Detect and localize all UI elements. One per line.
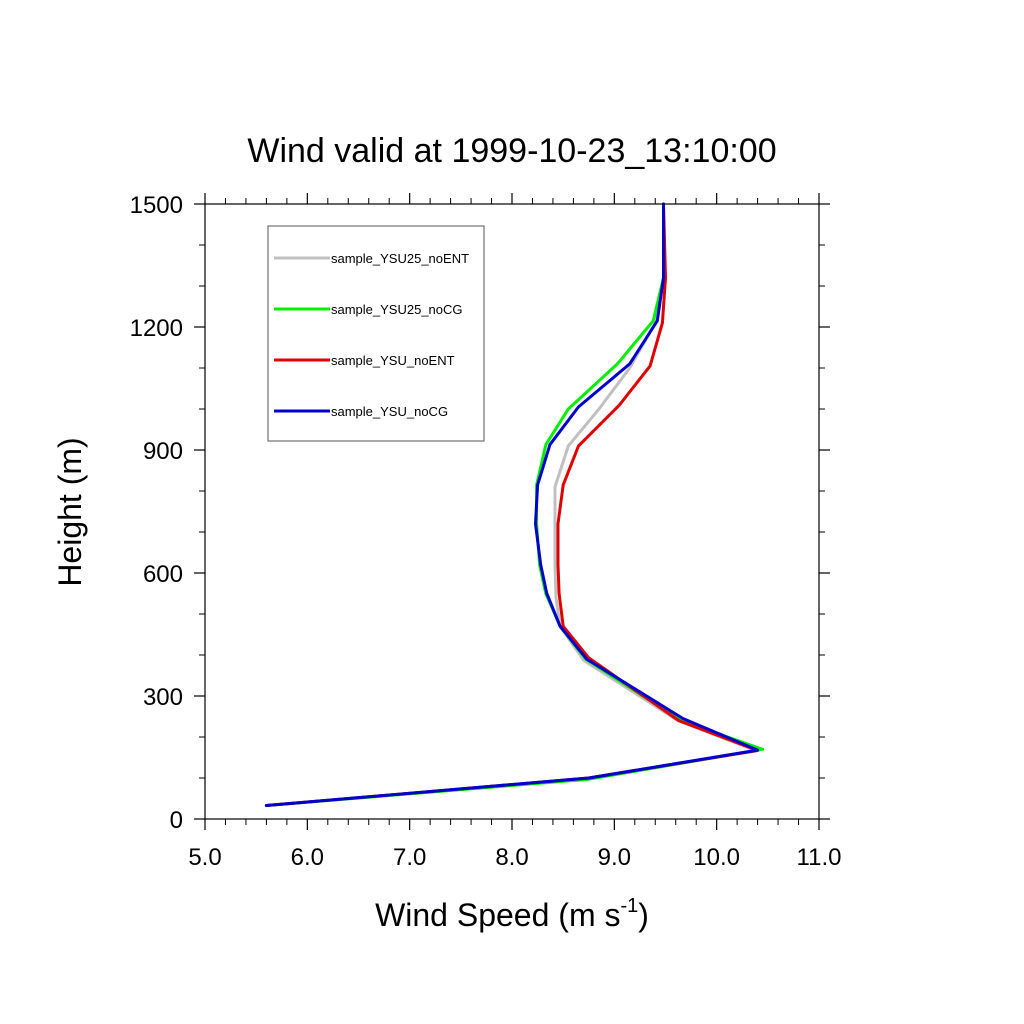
legend-label-1: sample_YSU25_noCG <box>331 302 463 317</box>
y-tick-label: 600 <box>143 561 183 588</box>
x-tick-label: 5.0 <box>188 844 221 871</box>
legend-box <box>267 225 485 442</box>
y-tick-label: 1200 <box>130 315 183 342</box>
y-tick-label: 300 <box>143 684 183 711</box>
x-tick-label: 10.0 <box>693 844 740 871</box>
y-tick-label: 900 <box>143 438 183 465</box>
series-layer <box>264 202 765 807</box>
x-tick-label: 8.0 <box>495 844 528 871</box>
x-axis-title-superscript: -1 <box>620 895 638 917</box>
series-line-2 <box>264 202 760 807</box>
series-line-3 <box>264 202 760 807</box>
y-axis-title: Height (m) <box>52 437 88 586</box>
x-axis-title-suffix: ) <box>638 897 649 933</box>
x-tick-label: 7.0 <box>393 844 426 871</box>
x-axis-title-main: Wind Speed (m s <box>375 897 620 933</box>
x-tick-label: 9.0 <box>598 844 631 871</box>
ticks-layer: 5.0 6.0 7.0 8.0 9.0 10.0 11.0 0 300 600 900 1200 150… <box>130 192 842 871</box>
legend-label-2: sample_YSU_noENT <box>331 353 455 368</box>
x-axis-title: Wind Speed (m s-1) <box>375 895 649 933</box>
y-tick-label: 0 <box>170 807 183 834</box>
x-tick-label: 11.0 <box>797 844 842 871</box>
legend-label-3: sample_YSU_noCG <box>331 404 448 419</box>
legend: sample_YSU25_noENT sample_YSU25_noCGsampl… <box>267 225 485 442</box>
chart-title: Wind valid at 1999-10-23_13:10:00 <box>247 132 776 170</box>
y-tick-label: 1500 <box>130 192 183 219</box>
legend-label-0: sample_YSU25_noENT <box>331 251 469 266</box>
x-tick-label: 6.0 <box>291 844 324 871</box>
